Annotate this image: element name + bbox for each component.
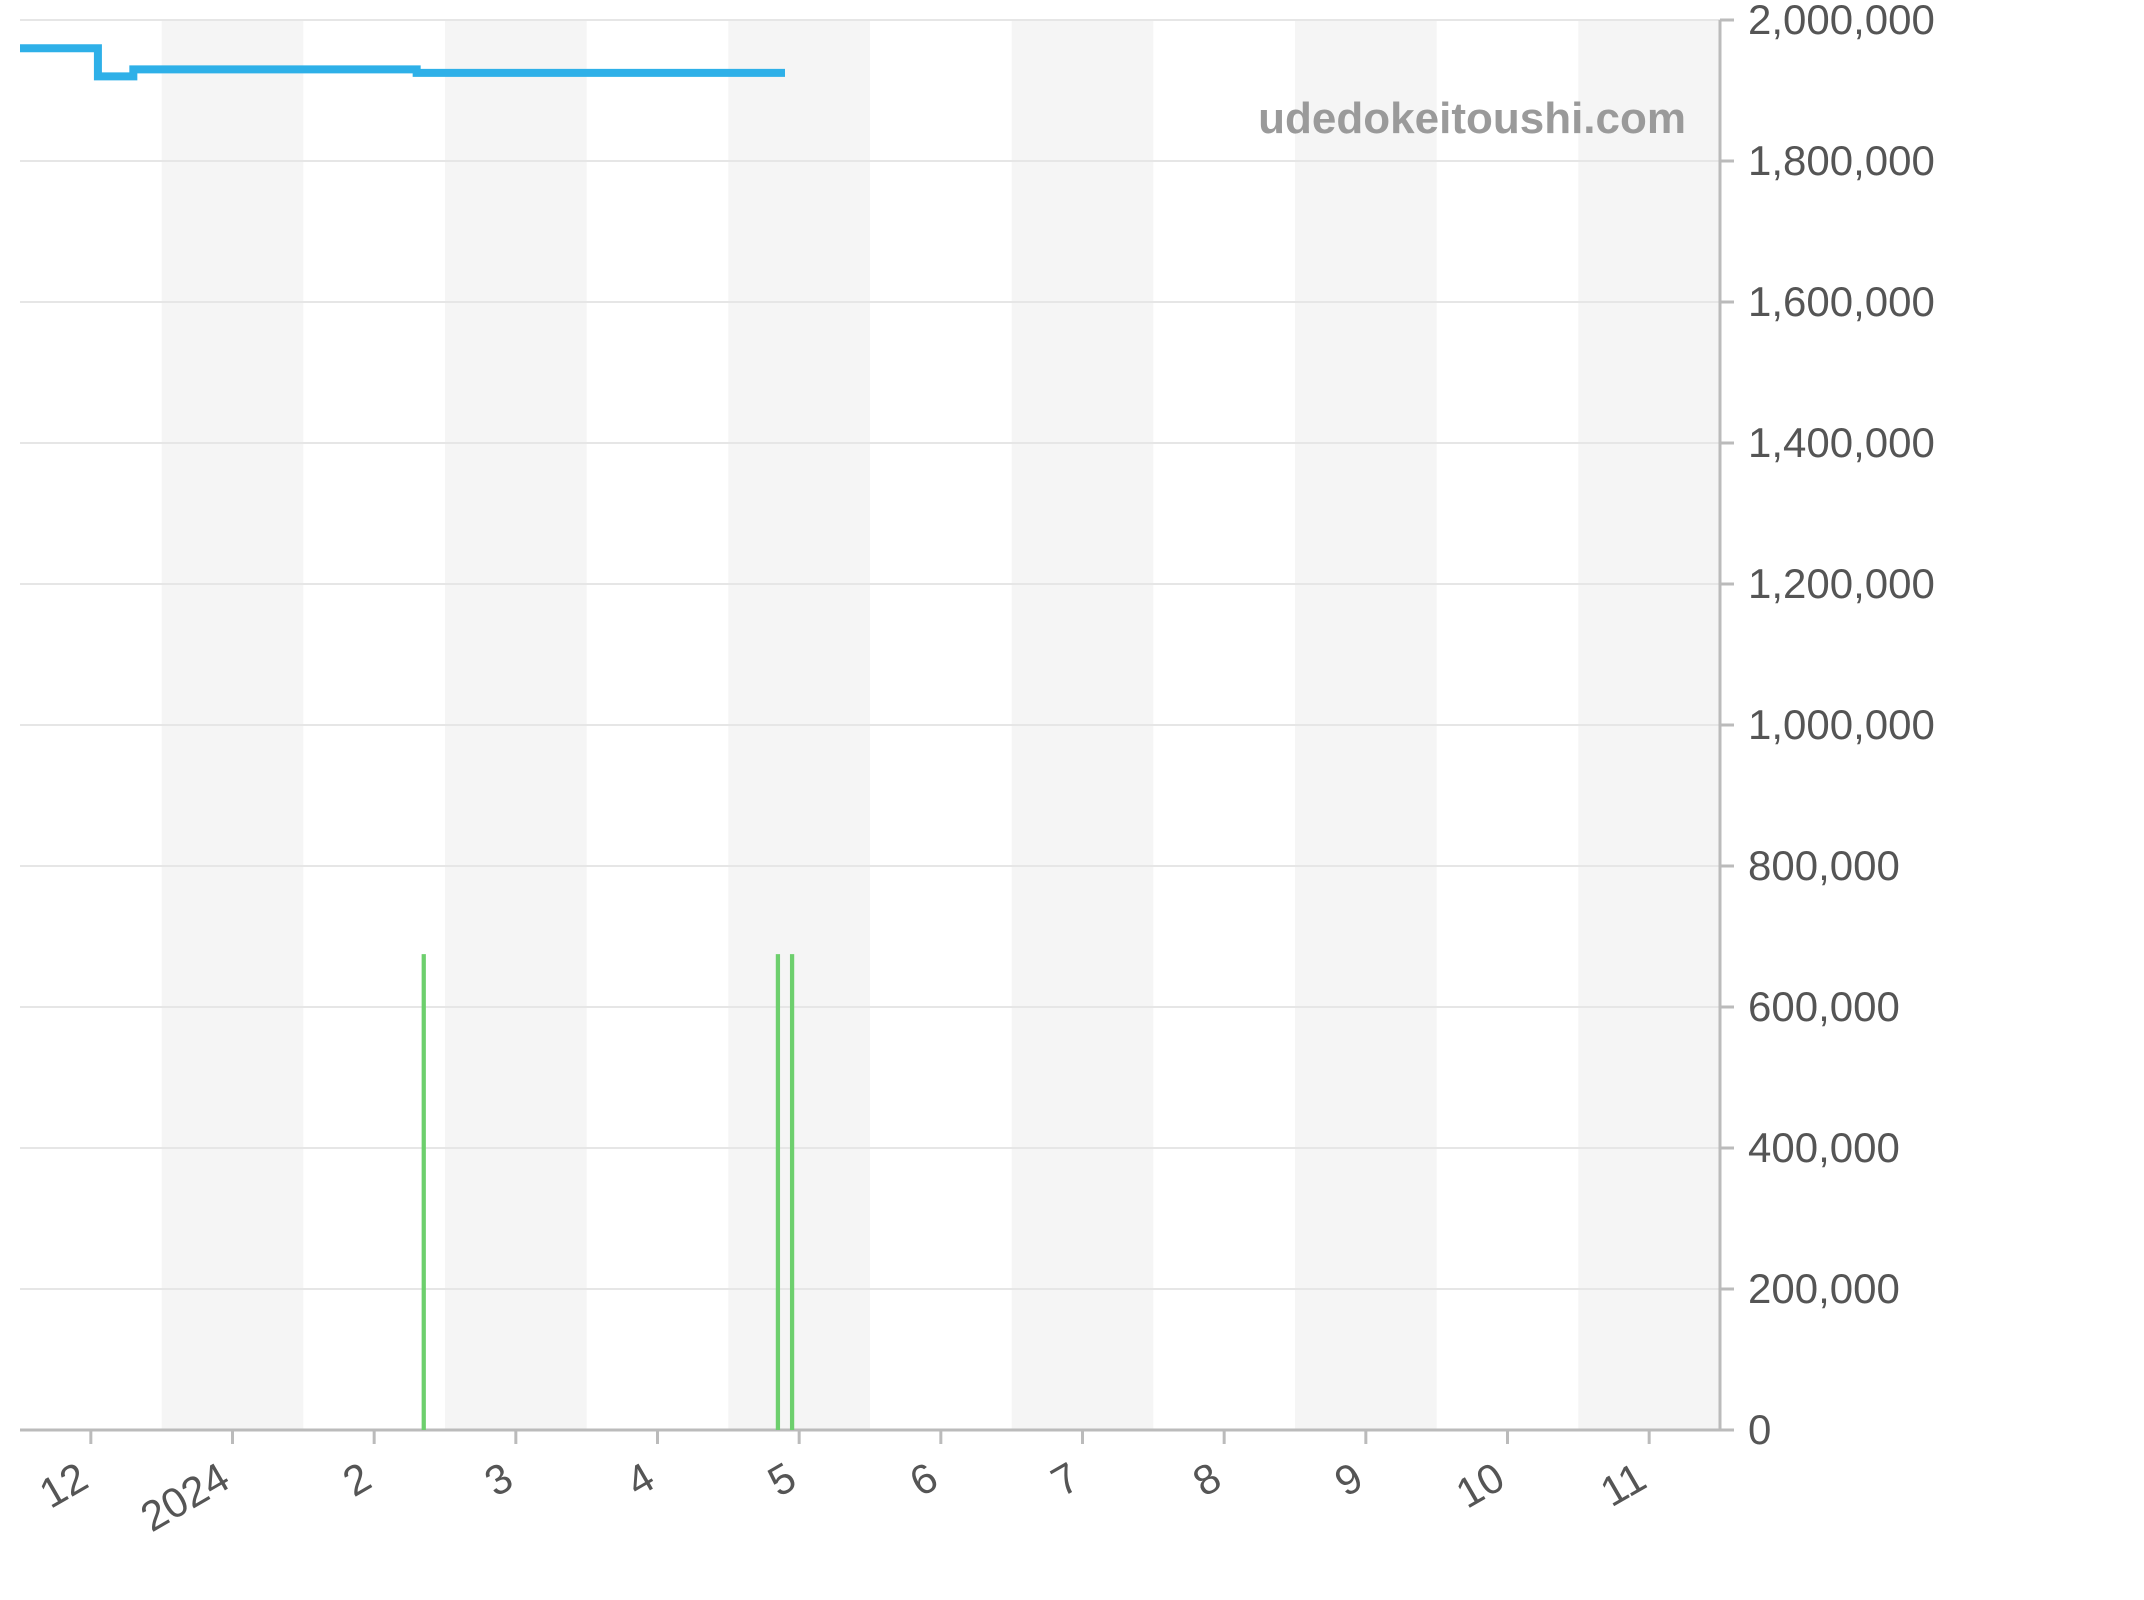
y-tick-label: 1,600,000 [1748,278,1935,325]
y-tick-label: 0 [1748,1406,1771,1453]
y-tick-label: 200,000 [1748,1265,1900,1312]
y-tick-label: 800,000 [1748,842,1900,889]
y-tick-label: 600,000 [1748,983,1900,1030]
chart-svg: 0 200,000 400,000 600,000 800,000 1,000,000 1,… [0,0,2144,1600]
volume-bar [422,954,426,1430]
price-history-chart: 0 200,000 400,000 600,000 800,000 1,000,000 1,… [0,0,2144,1600]
volume-bar [790,954,794,1430]
y-tick-label: 1,400,000 [1748,419,1935,466]
y-tick-label: 2,000,000 [1748,0,1935,43]
y-tick-label: 1,000,000 [1748,701,1935,748]
y-tick-label: 1,800,000 [1748,137,1935,184]
watermark-text: udedokeitoushi.com [1258,94,1686,143]
y-tick-label: 1,200,000 [1748,560,1935,607]
y-tick-label: 400,000 [1748,1124,1900,1171]
volume-bar [776,954,780,1430]
